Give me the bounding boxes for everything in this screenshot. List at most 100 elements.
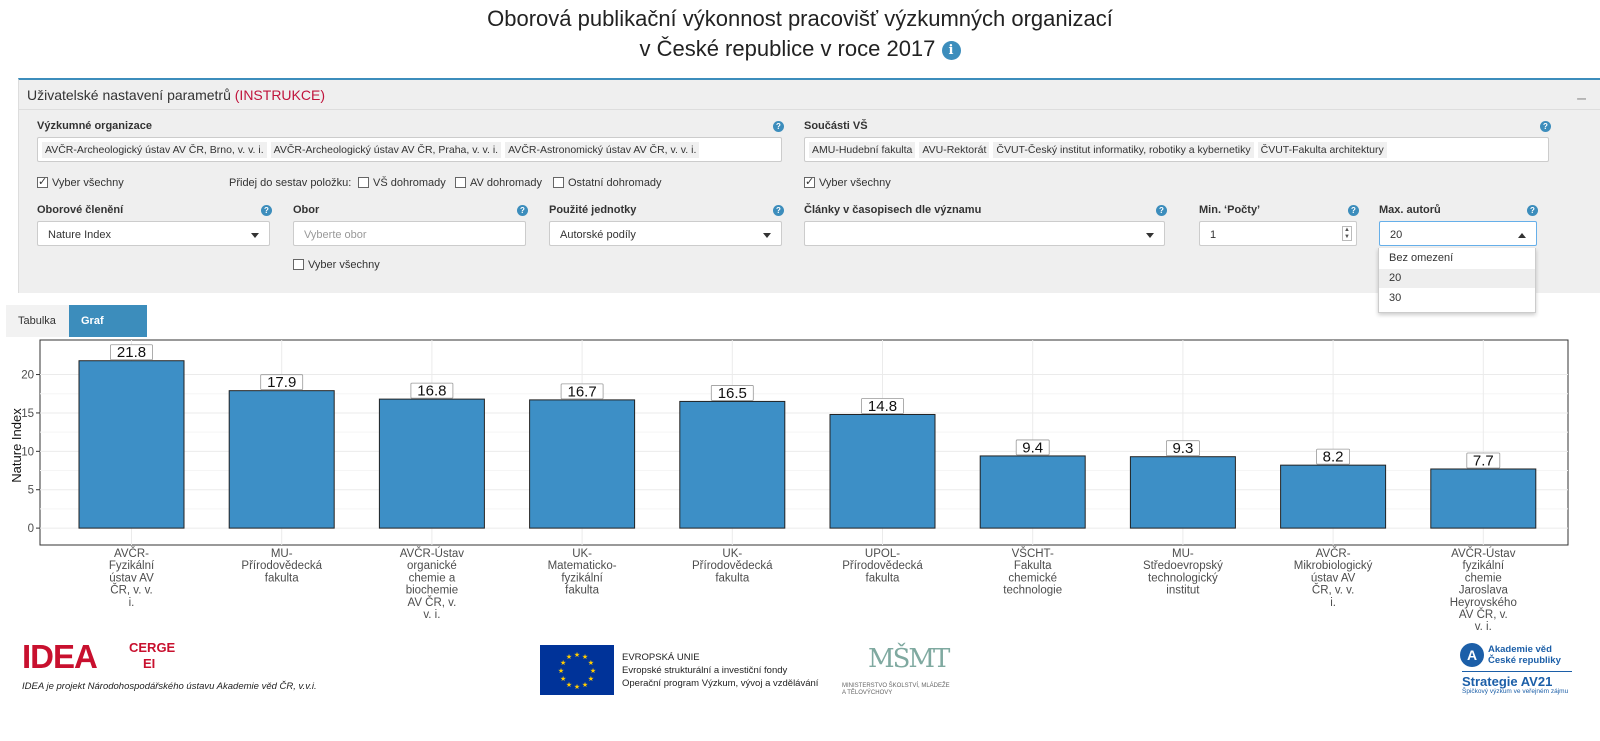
- av-name-line: České republiky: [1488, 655, 1561, 666]
- x-tick-label: fakulta: [265, 572, 299, 584]
- x-tick-label: Fakulta: [1014, 560, 1052, 572]
- soucasti-vs-input[interactable]: AMU-Hudební fakulta AVU-Rektorát ČVUT-Česk…: [804, 137, 1549, 162]
- instructions-link[interactable]: (INSTRUKCE): [234, 87, 325, 103]
- pouzite-jednotky-select[interactable]: Autorské podíly: [549, 221, 782, 246]
- info-icon[interactable]: i: [941, 41, 961, 60]
- tab-tabulka[interactable]: Tabulka: [6, 305, 69, 337]
- data-label: 16.8: [417, 383, 446, 400]
- x-tick-label: fyzikální: [561, 572, 603, 584]
- ostatni-dohromady-checkbox[interactable]: Ostatní dohromady: [553, 177, 662, 189]
- bar: [679, 400, 786, 529]
- dropdown-option[interactable]: 30: [1389, 292, 1402, 304]
- x-tick-label: MU-: [271, 548, 293, 560]
- settings-panel: Uživatelské nastavení parametrů (INSTRUK…: [18, 78, 1600, 293]
- eu-line: Operační program Výzkum, vývoj a vzděláv…: [622, 678, 819, 689]
- eu-star-icon: ★: [560, 659, 566, 667]
- eu-star-icon: ★: [566, 653, 572, 661]
- dropdown-option[interactable]: Bez omezení: [1389, 252, 1454, 264]
- vyber-vsechny-organizace-checkbox[interactable]: Vyber všechny: [37, 175, 124, 189]
- checkbox-icon[interactable]: [455, 177, 466, 188]
- eu-text: EVROPSKÁ UNIE Evropské strukturální a in…: [622, 651, 818, 690]
- selected-tag[interactable]: AVČR-Archeologický ústav AV ČR, Brno, v.…: [42, 142, 267, 158]
- data-label-box: [560, 383, 604, 400]
- x-tick-label: ČR, v. v.: [110, 584, 152, 597]
- tab-graf-bars[interactable]: Graf (bars): [69, 305, 147, 359]
- minus-icon[interactable]: –: [1577, 90, 1586, 107]
- x-tick-label: Přírodovědecká: [241, 560, 322, 572]
- data-label: 8.2: [1323, 449, 1344, 466]
- av-dohromady-checkbox[interactable]: AV dohromady: [455, 177, 542, 189]
- x-tick-label: MU-: [1172, 548, 1194, 560]
- vyber-vsechny-soucasti-checkbox[interactable]: Vyber všechny: [804, 175, 891, 189]
- pouzite-jednotky-value: Autorské podíly: [560, 229, 636, 241]
- x-tick-label: chemické: [1008, 572, 1057, 584]
- max-autoru-select[interactable]: 20: [1379, 221, 1537, 246]
- chevron-up-icon: [1518, 233, 1526, 238]
- settings-panel-header[interactable]: Uživatelské nastavení parametrů (INSTRUK…: [19, 80, 1600, 110]
- y-tick-label: 15: [21, 408, 34, 420]
- x-tick-label: Přírodovědecká: [692, 560, 773, 572]
- max-autoru-dropdown: Bez omezení 20 30: [1378, 248, 1536, 313]
- x-tick-label: v. i.: [423, 609, 440, 621]
- selected-tag[interactable]: AVČR-Astronomický ústav AV ČR, v. v. i.: [505, 142, 700, 158]
- checkbox-icon[interactable]: [358, 177, 369, 188]
- eu-star-icon: ★: [588, 675, 594, 683]
- help-icon[interactable]: ?: [261, 205, 272, 216]
- x-tick-label: AV ČR, v.: [408, 596, 457, 609]
- dropdown-option-selected[interactable]: 20: [1379, 269, 1535, 288]
- clanky-select[interactable]: [804, 221, 1165, 246]
- help-icon[interactable]: ?: [1540, 121, 1551, 132]
- y-tick-label: 10: [21, 446, 34, 458]
- max-autoru-label: Max. autorů: [1379, 204, 1441, 216]
- selected-tag[interactable]: AMU-Hudební fakulta: [809, 142, 916, 158]
- selected-tag[interactable]: AVU-Rektorát: [919, 142, 990, 158]
- checkbox-icon[interactable]: [293, 259, 304, 270]
- x-tick-label: Matematicko-: [548, 560, 617, 572]
- chevron-down-icon: [251, 233, 259, 238]
- x-tick-label: VŠCHT-: [1012, 547, 1054, 560]
- help-icon[interactable]: ?: [1348, 205, 1359, 216]
- av-circle-icon: A: [1460, 643, 1484, 667]
- idea-logo: IDEA: [22, 638, 98, 675]
- oborove-cleneni-value: Nature Index: [48, 229, 111, 241]
- selected-tag[interactable]: AVČR-Archeologický ústav AV ČR, Praha, v…: [270, 142, 502, 158]
- checkbox-icon[interactable]: [553, 177, 564, 188]
- vyber-vsechny-obor-checkbox[interactable]: Vyber všechny: [293, 259, 380, 271]
- min-pocty-input[interactable]: 1 ▲ ▼: [1199, 221, 1357, 246]
- eu-star-icon: ★: [590, 667, 596, 675]
- x-tick-label: Přírodovědecká: [842, 560, 923, 572]
- help-icon[interactable]: ?: [1156, 205, 1167, 216]
- x-tick-label: Mikrobiologický: [1294, 560, 1373, 572]
- eu-star-icon: ★: [566, 681, 572, 689]
- help-icon[interactable]: ?: [773, 205, 784, 216]
- pridej-label: Přidej do sestav položku:: [229, 177, 352, 189]
- x-tick-label: v. i.: [1475, 621, 1492, 633]
- data-label: 9.3: [1172, 440, 1193, 457]
- checkbox-label: Vyber všechny: [52, 177, 124, 189]
- eu-star-icon: ★: [558, 667, 564, 675]
- oborove-cleneni-select[interactable]: Nature Index: [37, 221, 270, 246]
- bar: [1280, 464, 1387, 529]
- chevron-down-icon: [763, 233, 771, 238]
- selected-tag[interactable]: ČVUT-Český institut informatiky, robotik…: [993, 142, 1254, 158]
- spinner-arrows-icon[interactable]: ▲ ▼: [1342, 226, 1352, 241]
- vyzkumne-organizace-input[interactable]: AVČR-Archeologický ústav AV ČR, Brno, v.…: [37, 137, 782, 162]
- obor-input[interactable]: Vyberte obor: [293, 221, 526, 246]
- selected-tag[interactable]: ČVUT-Fakulta architektury: [1257, 142, 1387, 158]
- vs-dohromady-checkbox[interactable]: VŠ dohromady: [358, 177, 446, 189]
- data-label: 14.8: [868, 398, 897, 415]
- x-tick-label: institut: [1166, 585, 1200, 597]
- clanky-label: Články v časopisech dle významu: [804, 204, 982, 216]
- eu-line: Evropské strukturální a investiční fondy: [622, 665, 788, 676]
- eu-flag-icon: ★ ★ ★ ★ ★ ★ ★ ★ ★ ★ ★ ★: [540, 645, 614, 695]
- bar: [378, 398, 485, 529]
- bar: [529, 399, 636, 529]
- x-tick-label: Fyzikální: [109, 560, 155, 572]
- help-icon[interactable]: ?: [517, 205, 528, 216]
- checkbox-checked-icon[interactable]: [804, 175, 815, 188]
- help-icon[interactable]: ?: [1527, 205, 1538, 216]
- x-tick-label: UK-: [572, 548, 592, 560]
- min-pocty-value: 1: [1210, 229, 1217, 241]
- checkbox-checked-icon[interactable]: [37, 175, 48, 188]
- help-icon[interactable]: ?: [773, 121, 784, 132]
